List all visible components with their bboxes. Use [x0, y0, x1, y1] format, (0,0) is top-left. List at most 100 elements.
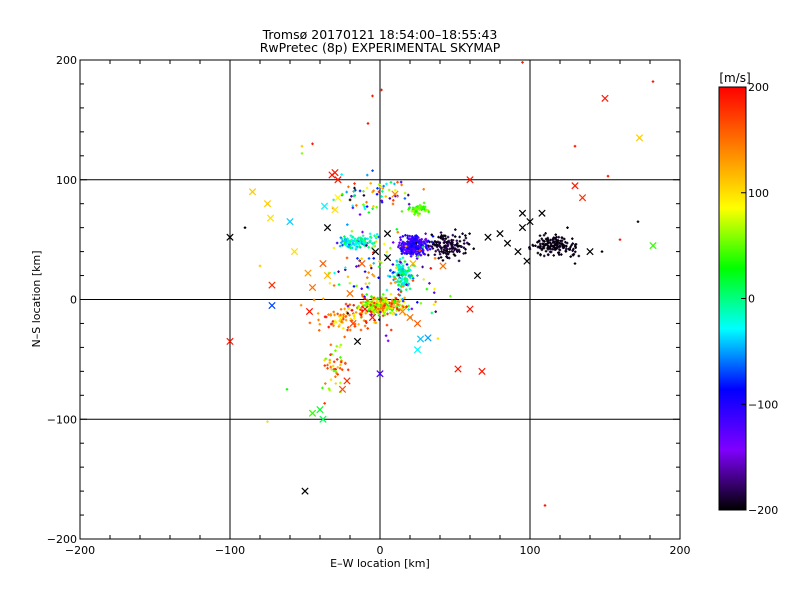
scatter-dot — [365, 173, 369, 177]
scatter-dot — [447, 256, 451, 260]
scatter-dot — [385, 308, 389, 312]
scatter-dot — [344, 266, 347, 270]
scatter-dot — [438, 252, 442, 256]
y-axis-label: N–S location [km] — [30, 250, 43, 347]
scatter-dot — [419, 301, 423, 305]
scatter-dot — [574, 246, 577, 249]
scatter-dot — [451, 250, 455, 254]
scatter-dot — [388, 275, 392, 278]
scatter-dot — [351, 235, 355, 239]
scatter-dot — [343, 242, 346, 246]
scatter-dot — [431, 235, 435, 238]
scatter-dot — [349, 240, 352, 243]
scatter-dot — [339, 236, 343, 239]
scatter-cross — [409, 259, 417, 268]
scatter-dot — [365, 321, 368, 324]
scatter-dot — [352, 303, 356, 307]
scatter-dot — [321, 386, 324, 390]
scatter-dot — [338, 323, 341, 327]
scatter-dot — [435, 245, 439, 249]
scatter-dot — [346, 237, 349, 240]
scatter-dot — [362, 190, 365, 193]
scatter-dot — [455, 239, 459, 243]
scatter-dot — [386, 339, 390, 343]
scatter-dot — [377, 190, 381, 194]
scatter-crosses — [226, 94, 657, 495]
scatter-dot — [312, 298, 316, 302]
scatter-cross — [334, 194, 342, 202]
scatter-dot — [377, 276, 380, 280]
scatter-dot — [416, 274, 419, 277]
scatter-dot — [392, 271, 395, 274]
scatter-dot — [544, 232, 547, 235]
scatter-dot — [346, 312, 350, 315]
scatter-dot — [394, 313, 398, 317]
scatter-dot — [400, 306, 403, 310]
scatter-cross — [466, 176, 474, 184]
scatter-dot — [443, 244, 446, 248]
scatter-dot — [432, 303, 436, 306]
scatter-dot — [381, 187, 385, 190]
scatter-dot — [383, 302, 387, 305]
scatter-dot — [572, 247, 575, 251]
scatter-dot — [408, 243, 411, 247]
scatter-dot — [340, 315, 344, 318]
scatter-dot — [571, 249, 574, 252]
scatter-dot — [258, 264, 262, 268]
scatter-dot — [554, 238, 557, 241]
scatter-dot — [547, 239, 550, 243]
scatter-dot — [449, 294, 452, 298]
scatter-cross — [391, 190, 399, 198]
scatter-dot — [557, 239, 560, 242]
scatter-dot — [342, 313, 345, 316]
scatter-dot — [339, 360, 343, 364]
scatter-dot — [407, 202, 411, 206]
y-tick-label: 200 — [56, 54, 77, 67]
scatter-dot — [361, 300, 365, 304]
scatter-dot — [421, 243, 424, 247]
scatter-dot — [417, 247, 420, 250]
scatter-cross — [571, 182, 579, 190]
scatter-dot — [379, 261, 383, 265]
scatter-dot — [335, 241, 339, 245]
scatter-dot — [441, 238, 445, 241]
scatter-dot — [618, 238, 622, 241]
scatter-dot — [316, 312, 320, 315]
scatter-cross — [308, 409, 317, 417]
scatter-dot — [436, 248, 440, 252]
scatter-dot — [397, 283, 401, 287]
scatter-dot — [346, 368, 350, 372]
scatter-dot — [539, 245, 542, 248]
scatter-dot — [546, 244, 550, 247]
scatter-dot — [343, 307, 346, 311]
scatter-dot — [352, 194, 356, 198]
scatter-dot — [426, 253, 430, 257]
scatter-dot — [401, 268, 405, 271]
scatter-dot — [407, 308, 410, 311]
scatter-dot — [339, 363, 342, 367]
scatter-dot — [318, 322, 322, 326]
scatter-cross — [454, 365, 462, 373]
scatter-dot — [404, 233, 407, 237]
scatter-dot — [344, 243, 348, 247]
scatter-dot — [360, 293, 364, 297]
scatter-dot — [458, 250, 461, 253]
colorbar-tick-label: −100 — [748, 398, 778, 411]
scatter-dot — [434, 310, 438, 313]
scatter-dot — [441, 259, 445, 262]
scatter-dot — [372, 274, 376, 278]
scatter-cross — [424, 334, 432, 342]
scatter-dot — [432, 291, 436, 294]
scatter-dot — [332, 369, 336, 373]
scatter-cross — [473, 271, 482, 280]
scatter-dot — [349, 317, 353, 321]
scatter-dot — [569, 255, 572, 258]
scatter-dot — [452, 253, 456, 256]
scatter-dot — [358, 213, 362, 216]
scatter-dot — [364, 237, 368, 241]
scatter-dots — [243, 61, 655, 507]
scatter-cross — [248, 188, 257, 196]
scatter-dot — [359, 313, 363, 317]
scatter-dot — [345, 190, 348, 194]
scatter-dot — [453, 247, 457, 250]
